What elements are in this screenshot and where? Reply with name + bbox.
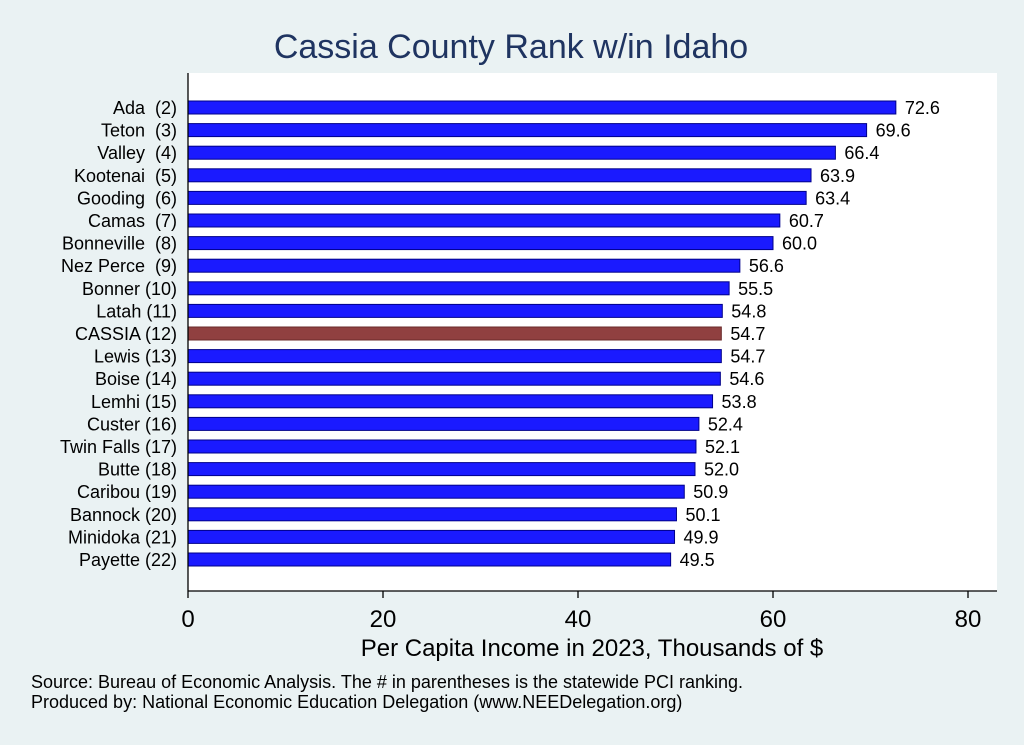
value-label: 69.6 [876,121,911,141]
value-label: 60.7 [789,211,824,231]
x-tick-label: 80 [955,606,982,633]
x-tick-label: 40 [565,606,592,633]
category-label: Custer (16) [87,414,177,434]
bar [187,100,897,115]
bar [187,123,868,138]
value-label: 53.8 [722,392,757,412]
category-label: Twin Falls (17) [60,437,177,457]
bar [187,236,774,251]
category-labels-group: Ada (2) Teton (3)Valley (4) Kootenai (5)Go… [60,98,177,570]
bar [187,303,723,318]
category-label: Minidoka (21) [68,527,177,547]
source-note: Source: Bureau of Economic Analysis. The… [31,672,744,692]
x-ticks-group: 0 20 40 60 80 [181,591,981,633]
category-label: Lewis (13) [94,347,177,367]
value-label: 52.0 [704,460,739,480]
category-label: Payette (22) [79,550,177,570]
value-label: 50.9 [693,482,728,502]
bar [187,168,812,183]
bar [187,552,672,567]
bar [187,371,721,386]
value-label: 72.6 [905,98,940,118]
category-label: Boise (14) [95,369,177,389]
x-tick-label: 0 [181,606,194,633]
category-label: Lemhi (15) [91,392,177,412]
category-label: Nez Perce (9) [61,256,177,276]
bar [187,529,676,544]
value-labels-group: 72.6 69.666.4 63.963.4 60.7 60.056.6 55.554.8… [680,98,940,570]
bar [187,213,781,228]
value-label: 54.7 [730,347,765,367]
bar-highlight [187,326,722,341]
x-tick-label: 20 [370,606,397,633]
value-label: 55.5 [738,279,773,299]
bar [187,190,807,205]
bar [187,416,700,431]
bar [187,439,697,454]
x-tick-label: 60 [760,606,787,633]
bar [187,258,741,273]
bar [187,507,677,522]
category-label: Ada (2) [113,98,177,118]
value-label: 66.4 [844,143,879,163]
value-label: 52.1 [705,437,740,457]
bar [187,145,836,160]
category-label: Bannock (20) [70,505,177,525]
category-label: Latah (11) [96,301,177,321]
category-label: Valley (4) [97,143,177,163]
category-label: Kootenai (5) [74,166,177,186]
producer-note: Produced by: National Economic Education… [31,692,683,712]
category-label: Caribou (19) [77,482,177,502]
category-label: Camas (7) [88,211,177,231]
category-label: Butte (18) [98,460,177,480]
bar [187,484,685,499]
bar [187,462,696,477]
value-label: 50.1 [685,505,720,525]
value-label: 54.8 [731,301,766,321]
bar [187,394,714,409]
bar [187,349,722,364]
value-label: 52.4 [708,414,743,434]
category-label: Bonneville (8) [62,234,177,254]
category-label: Gooding (6) [77,188,177,208]
value-label: 54.7 [730,324,765,344]
value-label: 63.4 [815,188,850,208]
value-label: 49.9 [684,527,719,547]
category-label: Teton (3) [101,121,177,141]
bar [187,281,730,296]
category-label: CASSIA (12) [75,324,177,344]
value-label: 54.6 [729,369,764,389]
chart-title: Cassia County Rank w/in Idaho [274,28,748,66]
value-label: 63.9 [820,166,855,186]
value-label: 60.0 [782,234,817,254]
x-axis-label: Per Capita Income in 2023, Thousands of … [361,635,824,662]
category-label: Bonner (10) [82,279,177,299]
value-label: 56.6 [749,256,784,276]
value-label: 49.5 [680,550,715,570]
